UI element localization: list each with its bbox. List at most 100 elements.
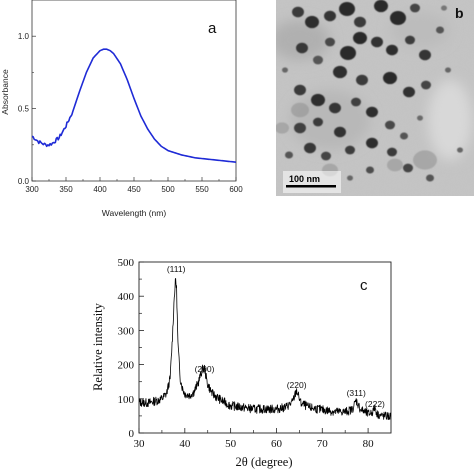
nanoparticle [353, 31, 367, 45]
nanoparticle [351, 97, 361, 107]
nanoparticle [347, 175, 353, 181]
nanoparticle [294, 122, 306, 134]
nanoparticle [356, 74, 368, 86]
nanoparticle [313, 117, 323, 127]
nanoparticle-halo [276, 122, 289, 134]
panel-c-xrd: 30 40 50 60 70 80 0 100 200 300 400 500 (111) (200)… [91, 257, 392, 469]
nanoparticle [345, 145, 355, 155]
panel-c-x-tick-label: 80 [363, 438, 375, 450]
panel-c-letter: c [360, 277, 368, 294]
panel-c-y-tick-labels: 0 100 200 300 400 500 [118, 257, 135, 440]
nanoparticle [305, 15, 319, 29]
panel-c-y-tick-label: 0 [129, 428, 135, 440]
nanoparticle [387, 147, 397, 157]
nanoparticle [426, 174, 434, 182]
panel-c-x-tick-label: 50 [225, 438, 237, 450]
panel-b-letter: b [455, 5, 464, 21]
nanoparticle [441, 5, 447, 11]
panel-c-y-tick-label: 400 [118, 291, 135, 303]
panel-c-y-axis-label: Relative intensity [91, 302, 105, 391]
nanoparticle [354, 16, 366, 28]
nanoparticle [285, 151, 293, 159]
nanoparticle [417, 115, 423, 121]
nanoparticle [334, 126, 346, 138]
panel-a-x-tick-label: 600 [229, 185, 243, 194]
nanoparticle [366, 166, 374, 174]
panel-a-x-tick-labels: 300 350 400 450 500 550 600 [25, 185, 243, 194]
panel-c-x-tick-label: 40 [179, 438, 191, 450]
panel-a-y-tick-labels: 0.0 0.5 1.0 [18, 32, 30, 186]
nanoparticle [296, 42, 308, 54]
panel-a-ticks [31, 35, 237, 182]
panel-c-peak-labels: (111) (200) (220) (311)(222) [167, 264, 385, 409]
nanoparticle [457, 147, 463, 153]
panel-a-x-tick-label: 350 [59, 185, 73, 194]
panel-c-x-axis-label: 2θ (degree) [236, 455, 293, 469]
peak-label: (220) [287, 380, 307, 390]
panel-c-y-tick-label: 300 [118, 325, 135, 337]
nanoparticle [324, 10, 336, 22]
nanoparticle [366, 137, 378, 149]
panel-a-x-tick-label: 300 [25, 185, 39, 194]
nanoparticle [282, 67, 288, 73]
panel-a-absorbance-line [32, 48, 236, 163]
nanoparticle [383, 71, 397, 85]
panel-c-plot-frame [138, 261, 392, 434]
nanoparticle [405, 35, 415, 45]
panel-a-y-tick-label: 0.0 [18, 177, 30, 186]
nanoparticle [371, 36, 383, 48]
panel-a-x-axis-label: Wavelength (nm) [102, 208, 167, 218]
nanoparticle [403, 86, 415, 98]
nanoparticle [321, 151, 331, 161]
peak-label: (311) [347, 388, 366, 398]
panel-a-uv-vis: 300 350 400 450 500 550 600 0.0 0.5 1.0 Waveleng… [0, 0, 243, 218]
nanoparticle-halo [291, 102, 309, 118]
peak-label: (111) [167, 264, 186, 274]
panel-c-y-tick-label: 200 [118, 360, 135, 372]
nanoparticle [386, 44, 398, 56]
panel-a-y-axis-label: Absorbance [0, 69, 10, 115]
nanoparticle [325, 37, 335, 47]
nanoparticle [340, 45, 356, 61]
nanoparticle [311, 93, 325, 107]
panel-c-x-tick-label: 60 [271, 438, 283, 450]
peak-label: (222) [365, 399, 385, 409]
panel-c-y-tick-label: 500 [118, 257, 135, 269]
nanoparticle [292, 6, 304, 18]
panel-b-tem-micrograph: 100 nm b [276, 0, 474, 196]
nanoparticle-halo [413, 150, 437, 170]
panel-c-x-tick-label: 30 [134, 438, 146, 450]
peak-label: (200) [195, 364, 215, 374]
nanoparticle [329, 102, 341, 114]
nanoparticle [410, 3, 420, 13]
panel-a-x-tick-label: 550 [195, 185, 209, 194]
scale-bar [286, 185, 336, 188]
nanoparticle [385, 120, 395, 130]
panel-c-x-tick-label: 70 [317, 438, 329, 450]
nanoparticle [436, 26, 444, 34]
nanoparticle [374, 0, 388, 13]
nanoparticle-halo [387, 158, 403, 172]
nanoparticle [313, 55, 323, 65]
panel-a-y-tick-label: 1.0 [18, 32, 30, 41]
nanoparticle [333, 65, 347, 79]
nanoparticle [400, 132, 408, 140]
panel-c-intensity-line [139, 277, 391, 420]
panel-c-ticks [138, 261, 369, 434]
panel-a-plot-frame [31, 0, 237, 182]
panel-c-y-tick-label: 100 [118, 394, 135, 406]
panel-a-x-tick-label: 450 [127, 185, 141, 194]
nanoparticle [366, 106, 378, 118]
panel-a-letter: a [208, 20, 217, 37]
scale-bar-label: 100 nm [289, 174, 320, 184]
nanoparticle [339, 1, 355, 17]
nanoparticle [445, 67, 451, 73]
panel-c-x-tick-labels: 30 40 50 60 70 80 [134, 438, 375, 450]
nanoparticle [403, 163, 413, 173]
nanoparticle [390, 10, 406, 26]
panel-a-x-tick-label: 400 [93, 185, 107, 194]
panel-a-y-tick-label: 0.5 [18, 105, 30, 114]
nanoparticle [304, 142, 316, 154]
nanoparticle [419, 49, 431, 61]
